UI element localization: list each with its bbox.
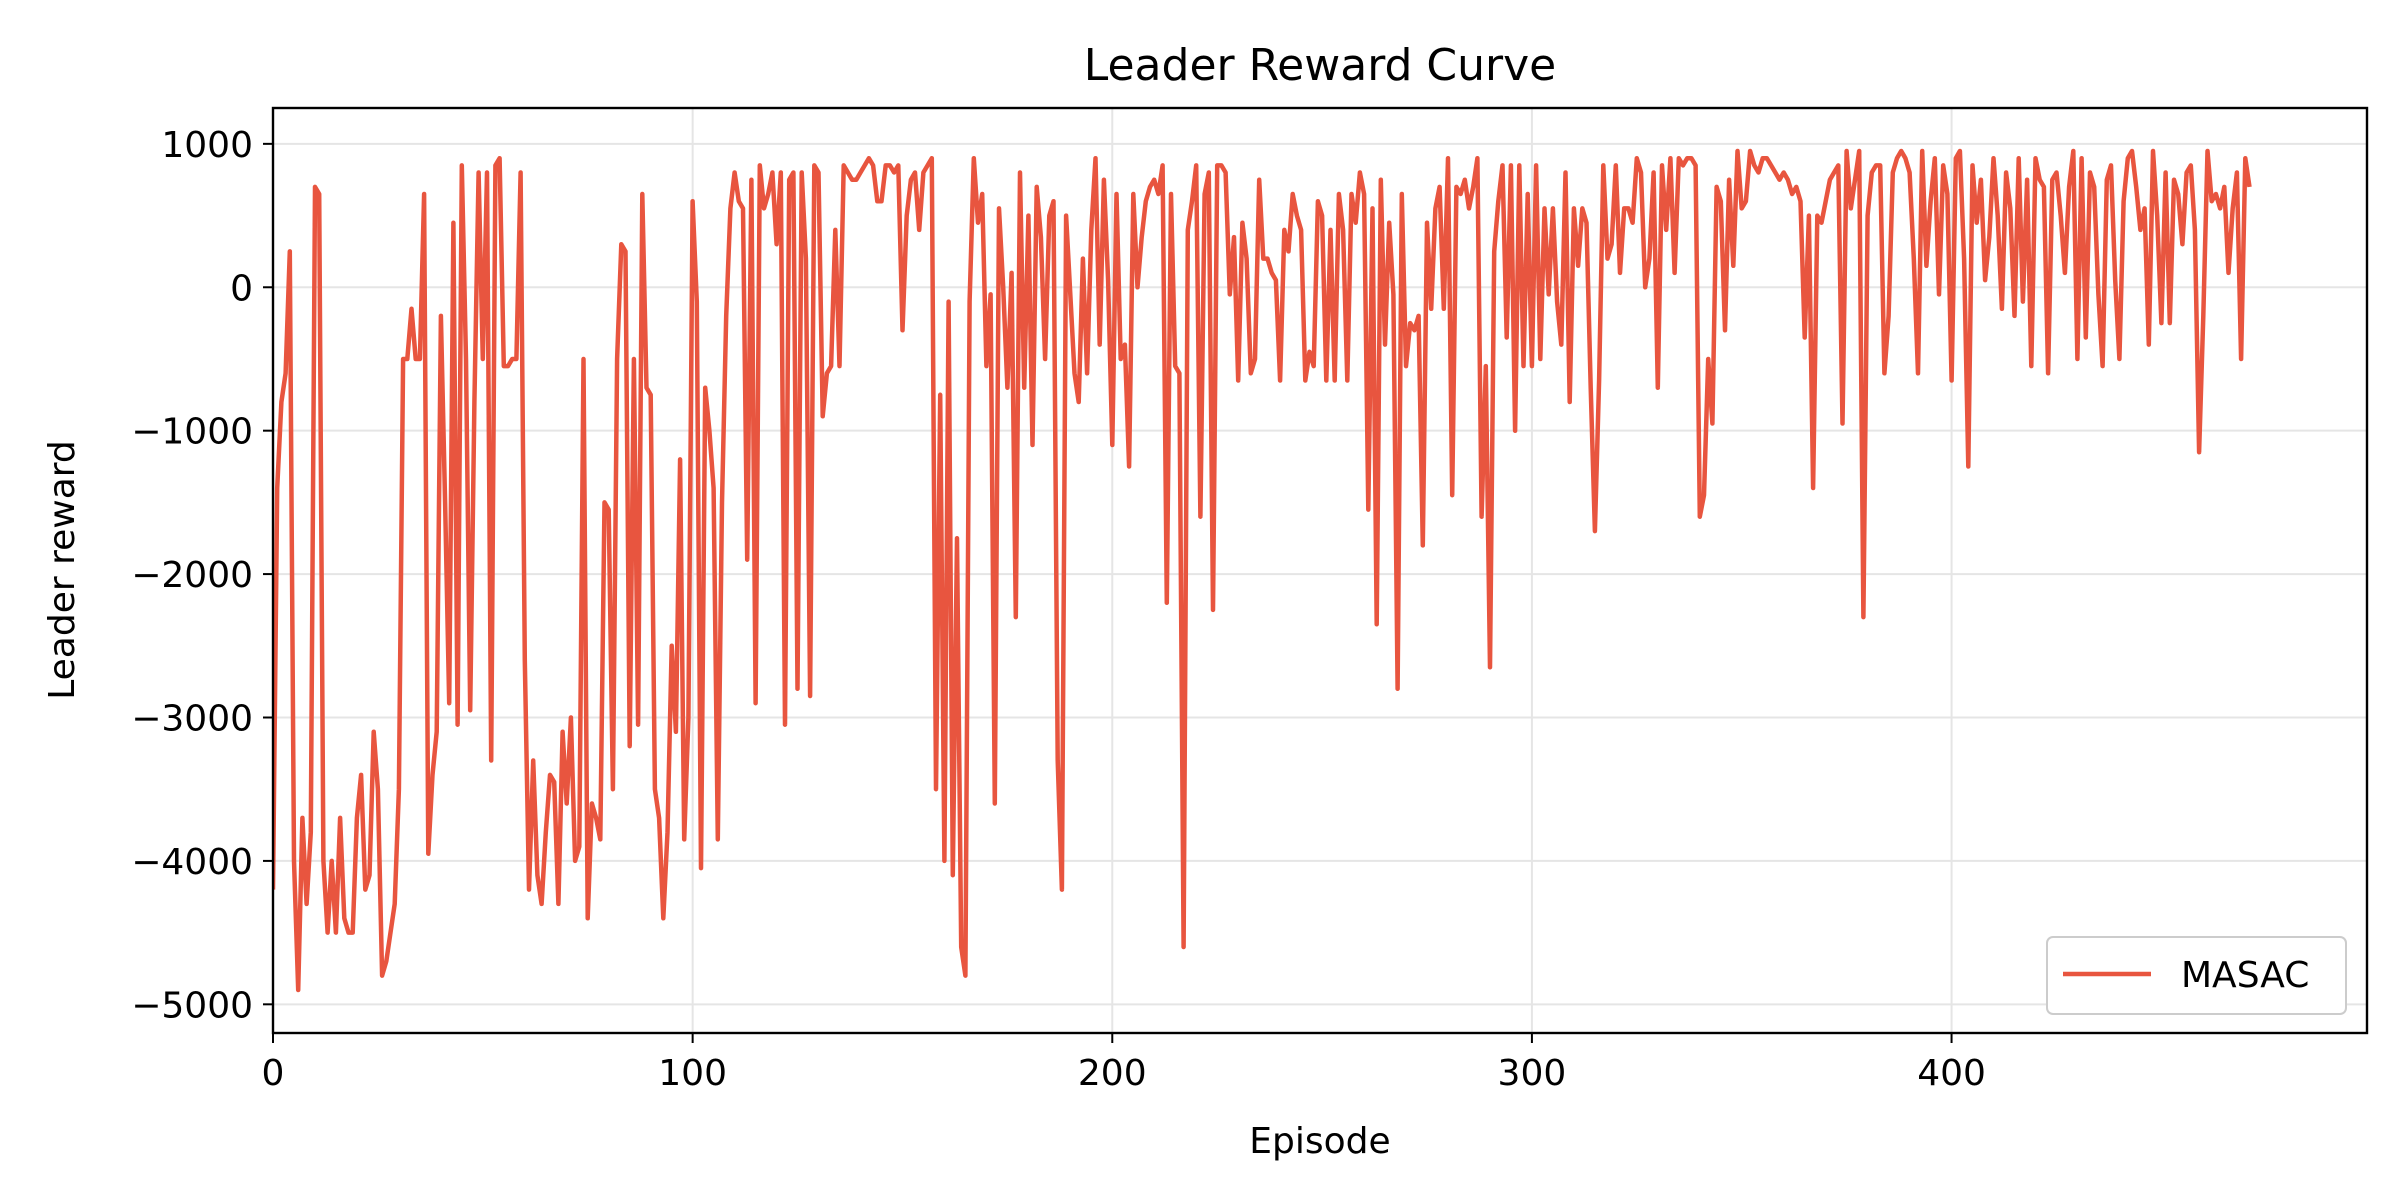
x-tick-label: 300 — [1498, 1053, 1567, 1094]
plot-frame — [271, 106, 2369, 1035]
ticks: 0 100 200 300 400 −5000 −4000 −3000 −2000 −1000 0 1… — [131, 125, 1986, 1094]
y-tick-label: −3000 — [131, 698, 253, 739]
y-tick-label: −5000 — [131, 985, 253, 1026]
legend-label-masac: MASAC — [2181, 955, 2309, 996]
y-tick-label: 1000 — [161, 125, 253, 166]
y-tick-label: −2000 — [131, 555, 253, 596]
x-tick-label: 400 — [1917, 1053, 1986, 1094]
x-axis-label: Episode — [1249, 1121, 1390, 1162]
y-tick-label: 0 — [230, 268, 253, 309]
series-line-masac — [273, 148, 2252, 993]
grid — [272, 108, 2367, 1033]
x-tick-label: 0 — [262, 1053, 285, 1094]
legend: MASAC — [2046, 936, 2347, 1015]
x-tick-label: 200 — [1078, 1053, 1147, 1094]
series-layer — [273, 148, 2252, 993]
x-tick-label: 100 — [658, 1053, 727, 1094]
y-tick-label: −1000 — [131, 412, 253, 453]
legend-box — [2046, 936, 2347, 1015]
y-axis-label: Leader reward — [42, 440, 83, 700]
chart-title: Leader Reward Curve — [1084, 40, 1557, 91]
y-tick-label: −4000 — [131, 842, 253, 883]
